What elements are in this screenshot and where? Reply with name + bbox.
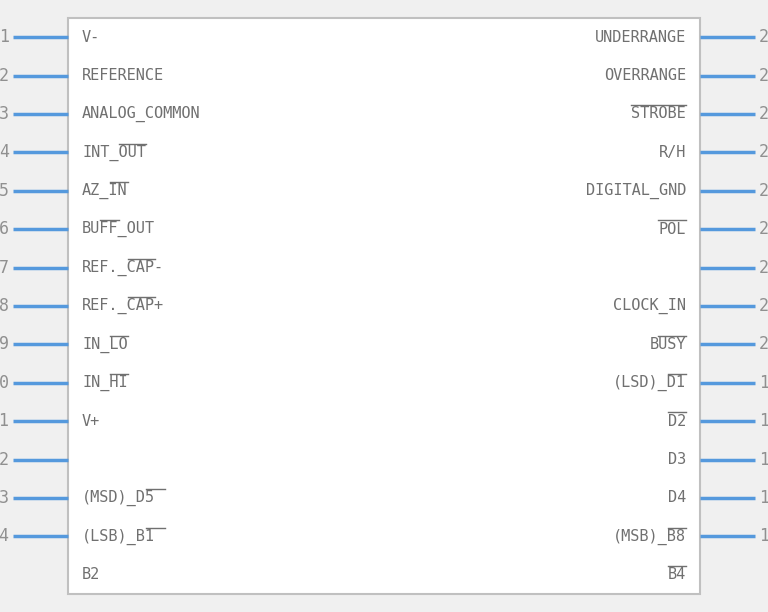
Text: 17: 17 bbox=[759, 450, 768, 469]
Text: IN_HI: IN_HI bbox=[82, 375, 127, 391]
Text: 7: 7 bbox=[0, 259, 9, 277]
Text: IN_LO: IN_LO bbox=[82, 337, 127, 353]
Text: 9: 9 bbox=[0, 335, 9, 353]
Text: INT_OUT: INT_OUT bbox=[82, 144, 146, 160]
Text: REF._CAP+: REF._CAP+ bbox=[82, 298, 164, 314]
Text: 16: 16 bbox=[759, 489, 768, 507]
Text: B2: B2 bbox=[82, 567, 101, 582]
Text: D2: D2 bbox=[667, 414, 686, 428]
Text: AZ_IN: AZ_IN bbox=[82, 183, 127, 199]
Text: BUSY: BUSY bbox=[650, 337, 686, 352]
Text: V-: V- bbox=[82, 30, 101, 45]
Text: 1: 1 bbox=[0, 28, 9, 46]
Text: 4: 4 bbox=[0, 143, 9, 162]
Text: 25: 25 bbox=[759, 143, 768, 162]
Text: ANALOG_COMMON: ANALOG_COMMON bbox=[82, 106, 200, 122]
Text: 15: 15 bbox=[759, 528, 768, 545]
Text: CLOCK_IN: CLOCK_IN bbox=[613, 298, 686, 314]
Text: 13: 13 bbox=[0, 489, 9, 507]
Text: DIGITAL_GND: DIGITAL_GND bbox=[586, 183, 686, 199]
Bar bbox=[68, 18, 700, 594]
Text: 3: 3 bbox=[0, 105, 9, 123]
Text: OVERRANGE: OVERRANGE bbox=[604, 68, 686, 83]
Text: R/H: R/H bbox=[659, 145, 686, 160]
Text: D3: D3 bbox=[667, 452, 686, 467]
Text: 23: 23 bbox=[759, 220, 768, 238]
Text: 24: 24 bbox=[759, 182, 768, 200]
Text: (MSD)_D5: (MSD)_D5 bbox=[82, 490, 155, 506]
Text: UNDERRANGE: UNDERRANGE bbox=[594, 30, 686, 45]
Text: 21: 21 bbox=[759, 297, 768, 315]
Text: 19: 19 bbox=[759, 374, 768, 392]
Text: 26: 26 bbox=[759, 105, 768, 123]
Text: 18: 18 bbox=[759, 412, 768, 430]
Text: 28: 28 bbox=[759, 28, 768, 46]
Text: BUFF_OUT: BUFF_OUT bbox=[82, 221, 155, 237]
Text: 12: 12 bbox=[0, 450, 9, 469]
Text: (LSB)_B1: (LSB)_B1 bbox=[82, 528, 155, 545]
Text: 27: 27 bbox=[759, 67, 768, 84]
Text: V+: V+ bbox=[82, 414, 101, 428]
Text: 14: 14 bbox=[0, 528, 9, 545]
Text: 20: 20 bbox=[759, 335, 768, 353]
Text: 5: 5 bbox=[0, 182, 9, 200]
Text: POL: POL bbox=[659, 222, 686, 237]
Text: D4: D4 bbox=[667, 490, 686, 506]
Text: 22: 22 bbox=[759, 259, 768, 277]
Text: REFERENCE: REFERENCE bbox=[82, 68, 164, 83]
Text: REF._CAP-: REF._CAP- bbox=[82, 259, 164, 275]
Text: 10: 10 bbox=[0, 374, 9, 392]
Text: 6: 6 bbox=[0, 220, 9, 238]
Text: 2: 2 bbox=[0, 67, 9, 84]
Text: B4: B4 bbox=[667, 567, 686, 582]
Text: 8: 8 bbox=[0, 297, 9, 315]
Text: STROBE: STROBE bbox=[631, 106, 686, 122]
Text: 11: 11 bbox=[0, 412, 9, 430]
Text: (LSD)_D1: (LSD)_D1 bbox=[613, 375, 686, 391]
Text: (MSB)_B8: (MSB)_B8 bbox=[613, 528, 686, 545]
